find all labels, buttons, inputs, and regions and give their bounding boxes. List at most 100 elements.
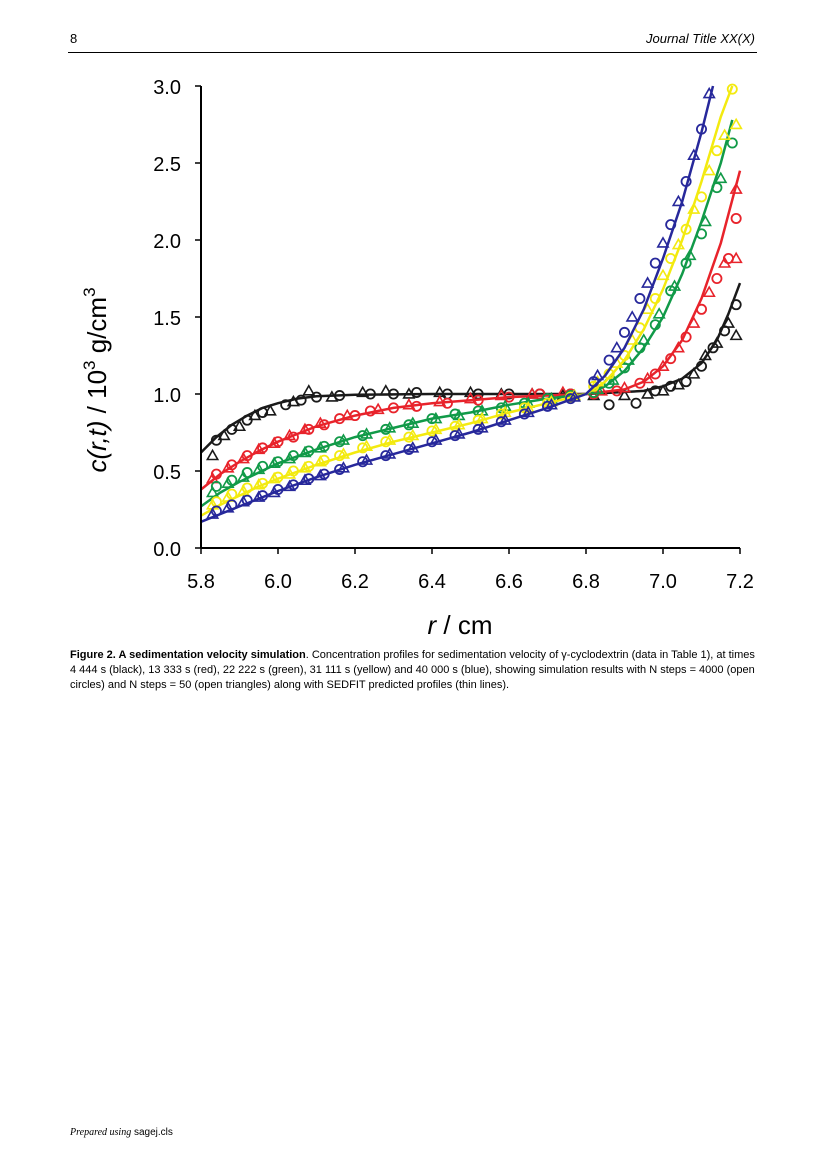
triangle-marker [371,402,385,415]
circle-marker [387,402,399,414]
triangle-marker [702,86,716,99]
triangle-marker [433,394,447,407]
circle-marker [334,413,346,425]
triangle-marker [606,373,620,385]
circle-marker [280,399,292,411]
triangle-marker [475,421,489,433]
triangle-marker [729,182,743,194]
triangle-marker [232,419,247,432]
triangle-marker [687,148,701,160]
triangle-marker [336,447,351,459]
footer: Prepared using sagej.cls [70,1127,173,1138]
x-tick-label: 6.2 [341,571,369,593]
circle-marker [680,223,692,235]
circle-marker [357,456,369,468]
triangle-marker [263,404,277,416]
circle-marker [634,293,646,305]
triangle-marker [383,447,397,459]
triangle-marker [379,384,393,396]
triangle-marker [617,381,632,393]
triangle-marker [282,428,297,441]
circle-marker [334,390,346,402]
triangle-marker [656,384,670,396]
circle-marker [426,425,438,437]
triangle-marker [641,276,655,288]
triangle-marker [267,436,281,448]
circle-marker [696,123,708,135]
circle-marker [680,331,692,343]
triangle-marker [383,421,397,433]
sedfit-line [200,85,734,517]
circle-marker [449,430,461,442]
triangle-marker [336,461,351,473]
triangle-marker [205,485,220,498]
triangle-marker [252,490,266,502]
circle-marker [334,463,346,475]
triangle-marker [221,501,235,513]
x-tick-label: 7.0 [649,571,677,593]
circle-marker [403,419,415,431]
journal-title: Journal Title XX(X) [646,31,755,46]
triangle-marker [313,416,327,428]
triangle-marker [252,462,266,475]
triangle-marker [656,359,670,371]
triangle-marker [406,416,420,428]
triangle-marker [729,251,743,264]
triangle-marker [544,397,558,410]
circle-marker [665,252,677,264]
y-axis-label-exp1: 3 [80,360,99,369]
circle-marker [403,443,415,455]
triangle-marker [718,128,732,140]
triangle-marker [236,494,250,507]
triangle-marker [521,405,535,418]
triangle-marker [406,428,420,441]
triangle-marker [641,387,655,399]
circle-marker [472,423,484,435]
circle-marker [680,175,692,187]
triangle-marker [429,433,443,445]
series-1 [200,170,743,491]
circle-marker [357,430,369,442]
y-axis-label-mid: / 10 [82,370,112,421]
y-tick-label: 1.5 [153,308,181,330]
triangle-marker [313,454,327,467]
y-tick-label: 0.5 [153,462,181,484]
triangle-marker [286,394,300,407]
triangle-marker [710,336,724,348]
triangle-marker [336,433,351,445]
y-axis-label-exp2: 3 [80,287,99,296]
triangle-marker [667,279,682,291]
triangle-marker [718,256,732,268]
triangle-marker [340,408,354,421]
triangle-marker [221,461,235,473]
circle-marker [310,391,322,403]
circle-marker [619,326,631,338]
triangle-marker [494,388,508,401]
circle-marker [726,137,738,149]
triangle-marker [729,117,743,130]
series-3 [200,83,743,517]
triangle-marker [402,387,416,399]
triangle-marker [652,307,666,319]
circle-marker [696,303,708,315]
triangle-marker [429,422,443,435]
triangle-marker [698,214,712,227]
circle-marker [495,416,507,428]
triangle-marker [359,453,374,465]
y-tick-label: 1.0 [153,385,181,407]
x-axis-label: r / cm [427,610,492,640]
x-tick-label: 6.8 [572,571,600,593]
triangle-marker [313,441,327,453]
triangle-marker [383,433,397,445]
x-tick-label: 5.8 [187,571,215,593]
circle-marker [380,436,392,448]
triangle-marker [702,163,716,176]
circle-marker [603,354,615,366]
triangle-marker [656,268,670,281]
triangle-marker [402,397,416,410]
y-tick-label: 2.5 [153,154,181,176]
triangle-marker [205,448,220,461]
circle-marker [649,293,661,305]
triangle-marker [217,428,231,441]
figure-caption-lead: Figure 2. A sedimentation velocity simul… [70,649,306,661]
